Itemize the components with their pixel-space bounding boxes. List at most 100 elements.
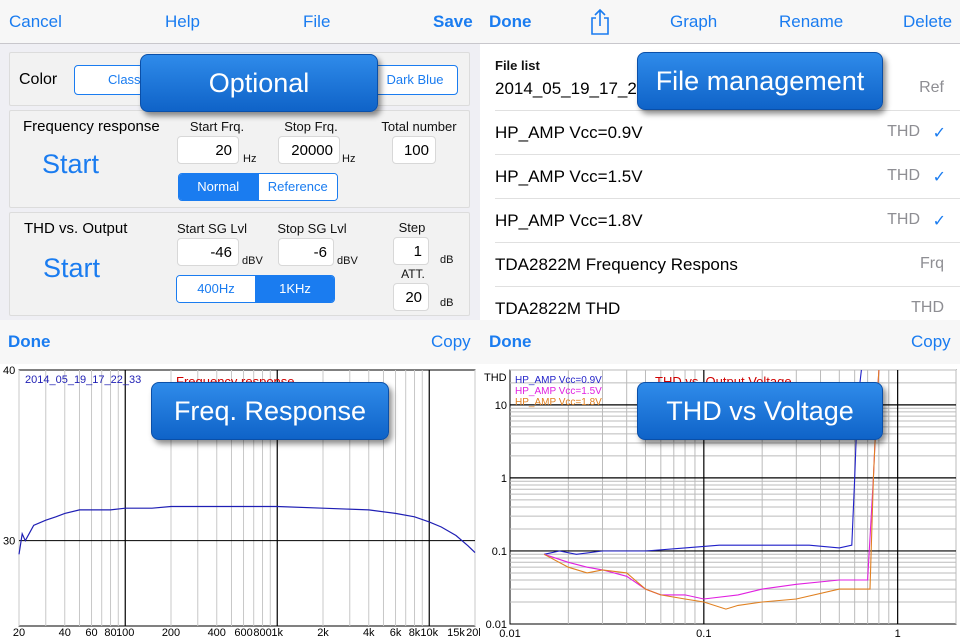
x-tick-label: 15k — [447, 627, 465, 639]
file-type-tag: THD — [887, 167, 920, 184]
start-sg-field[interactable]: -46 — [177, 238, 239, 266]
series-line — [543, 369, 880, 600]
x-tick-label: 1k — [271, 627, 283, 639]
row-divider — [495, 286, 960, 287]
file-name: TDA2822M Frequency Respons — [495, 255, 738, 274]
x-tick-label: 8k — [409, 627, 421, 639]
start-frq-label: Start Frq. — [189, 119, 245, 134]
freq-response-title: Frequency response — [23, 118, 160, 135]
thd-title: THD vs. Output — [24, 220, 128, 237]
file-name: HP_AMP Vcc=1.5V — [495, 167, 643, 186]
thd-start-button[interactable]: Start — [43, 253, 101, 283]
1khz-segment[interactable]: 1KHz — [255, 276, 334, 302]
share-icon[interactable] — [588, 8, 612, 36]
row-divider — [495, 110, 960, 111]
file-button[interactable]: File — [303, 12, 331, 31]
file-row[interactable]: HP_AMP Vcc=1.8V THD ✓ — [480, 199, 960, 243]
file-management-callout: File management — [637, 52, 883, 110]
reference-segment[interactable]: Reference — [257, 174, 337, 200]
y-axis-label: THD — [484, 372, 507, 384]
settings-navbar: Cancel Help File Save — [0, 0, 480, 44]
x-tick-label: 60 — [85, 627, 97, 639]
normal-segment[interactable]: Normal — [179, 174, 258, 200]
freq-chart-navbar: Done Copy — [0, 320, 480, 364]
stop-sg-label: Stop SG Lvl — [277, 221, 347, 236]
copy-button[interactable]: Copy — [431, 332, 471, 351]
rename-button[interactable]: Rename — [779, 12, 844, 31]
freq-response-chart-pane: Done Copy 40 30 20 40 60 80 100 200 400 600 800 1k 2… — [0, 320, 480, 640]
att-field[interactable]: 20 — [393, 283, 429, 311]
freq-response-panel: Frequency response Start Start Frq. 20 H… — [9, 110, 470, 208]
color-dark-blue-button[interactable]: Dark Blue — [372, 65, 458, 95]
x-tick-label: 20 — [13, 627, 25, 639]
row-divider — [495, 154, 960, 155]
x-tick-label: 10k — [420, 627, 438, 639]
file-list-pane: Done Graph Rename Delete File list 2014_… — [480, 0, 960, 320]
x-tick-label: 20k — [466, 627, 480, 639]
y-tick-label: 40 — [3, 365, 15, 377]
step-unit: dB — [440, 254, 454, 266]
y-tick-label: 0.1 — [492, 546, 507, 558]
done-button[interactable]: Done — [489, 332, 532, 351]
file-type-tag: THD — [887, 123, 920, 140]
x-tick-label: 800 — [253, 627, 271, 639]
thd-chart-navbar: Done Copy — [480, 320, 960, 364]
x-tick-label: 80 — [104, 627, 116, 639]
file-row[interactable]: HP_AMP Vcc=1.5V THD ✓ — [480, 155, 960, 199]
400hz-segment[interactable]: 400Hz — [177, 276, 255, 302]
delete-button[interactable]: Delete — [903, 12, 953, 31]
file-name: HP_AMP Vcc=0.9V — [495, 123, 643, 142]
freq-mode-segmented: Normal Reference — [178, 173, 338, 201]
start-sg-label: Start SG Lvl — [176, 221, 248, 236]
x-tick-label: 600 — [234, 627, 252, 639]
thd-frequency-segmented: 400Hz 1KHz — [176, 275, 335, 303]
file-name: TDA2822M THD — [495, 299, 621, 318]
y-tick-label: 10 — [495, 400, 507, 412]
row-divider — [495, 198, 960, 199]
x-tick-label: 40 — [59, 627, 71, 639]
file-name: HP_AMP Vcc=1.8V — [495, 211, 643, 230]
x-tick-label: 200 — [162, 627, 180, 639]
optional-callout: Optional — [140, 54, 378, 112]
file-type-tag: Frq — [920, 255, 944, 272]
file-row[interactable]: TDA2822M Frequency Respons Frq — [480, 243, 960, 287]
att-label: ATT. — [401, 267, 425, 281]
freq-start-button[interactable]: Start — [42, 149, 100, 179]
total-number-field[interactable]: 100 — [392, 136, 436, 164]
step-field[interactable]: 1 — [393, 237, 429, 265]
stop-frq-field[interactable]: 20000 — [278, 136, 340, 164]
y-tick-label: 0.01 — [486, 619, 507, 631]
legend-label: 2014_05_19_17_22_33 — [25, 374, 141, 386]
x-tick-label: 0.01 — [499, 628, 520, 640]
freq-response-callout: Freq. Response — [151, 382, 389, 440]
thd-voltage-callout: THD vs Voltage — [637, 382, 883, 440]
row-divider — [495, 242, 960, 243]
att-unit: dB — [440, 297, 454, 309]
x-tick-label: 400 — [208, 627, 226, 639]
x-tick-label: 100 — [116, 627, 134, 639]
help-button[interactable]: Help — [165, 12, 200, 31]
graph-button[interactable]: Graph — [670, 12, 718, 31]
save-button[interactable]: Save — [433, 12, 473, 31]
x-tick-label: 0.1 — [696, 628, 711, 640]
start-frq-field[interactable]: 20 — [177, 136, 239, 164]
legend-label: HP_AMP Vcc=1.8V — [515, 397, 602, 408]
file-row[interactable]: HP_AMP Vcc=0.9V THD ✓ — [480, 111, 960, 155]
thd-chart-pane: Done Copy THD 10 1 0.1 0.01 0.01 0.1 1 HP_AMP Vc… — [480, 320, 960, 640]
stop-sg-field[interactable]: -6 — [278, 238, 334, 266]
done-button[interactable]: Done — [489, 12, 532, 31]
checkmark-icon: ✓ — [932, 169, 946, 186]
x-tick-label: 6k — [390, 627, 402, 639]
start-frq-unit: Hz — [243, 153, 257, 165]
y-tick-label: 1 — [501, 473, 507, 485]
copy-button[interactable]: Copy — [911, 332, 951, 351]
file-row[interactable]: 2014_05_19_17_24 Ref — [480, 67, 960, 111]
total-number-label: Total number — [381, 119, 457, 134]
file-row[interactable]: TDA2822M THD THD — [480, 287, 960, 320]
x-tick-label: 4k — [363, 627, 375, 639]
file-type-tag: Ref — [919, 79, 944, 96]
x-tick-label: 1 — [895, 628, 901, 640]
file-navbar: Done Graph Rename Delete — [480, 0, 960, 44]
done-button[interactable]: Done — [8, 332, 51, 351]
cancel-button[interactable]: Cancel — [9, 12, 62, 31]
